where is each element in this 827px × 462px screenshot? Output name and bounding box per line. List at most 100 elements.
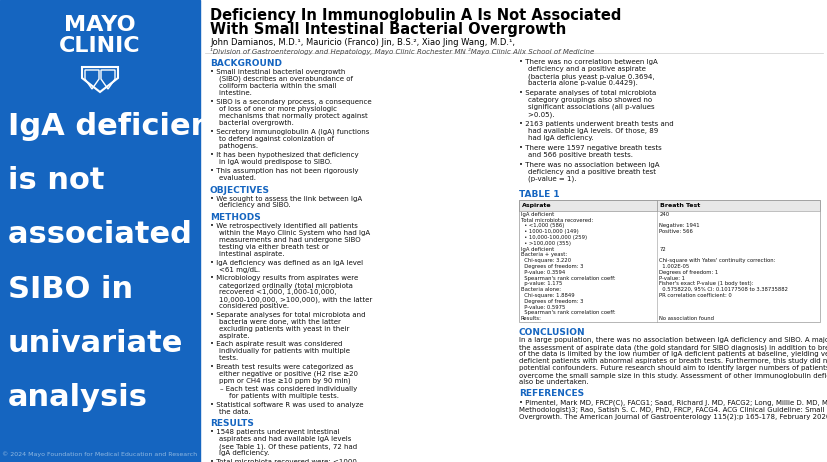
Text: • 10,000-100,000 (259): • 10,000-100,000 (259) [520, 235, 586, 240]
Text: In a large population, there was no association between IgA deficiency and SIBO.: In a large population, there was no asso… [519, 337, 827, 343]
Text: • Statistical software R was used to analyze: • Statistical software R was used to ana… [210, 402, 363, 408]
Text: Results:: Results: [520, 316, 541, 321]
Text: testing via either breath test or: testing via either breath test or [210, 244, 328, 250]
Text: • This assumption has not been rigorously: • This assumption has not been rigorousl… [210, 168, 358, 174]
Text: mechanisms that normally protect against: mechanisms that normally protect against [210, 113, 367, 119]
Text: Bacteria + yeast:: Bacteria + yeast: [520, 252, 566, 257]
Text: CONCLUSION: CONCLUSION [519, 328, 585, 337]
Text: deficiency and a positive breath test: deficiency and a positive breath test [519, 169, 655, 175]
Text: univariate: univariate [8, 328, 183, 358]
Text: With Small Intestinal Bacterial Overgrowth: With Small Intestinal Bacterial Overgrow… [210, 22, 566, 37]
Text: Spearman's rank correlation coeff:: Spearman's rank correlation coeff: [520, 276, 615, 280]
Text: • 1000-10,000 (149): • 1000-10,000 (149) [520, 229, 578, 234]
Text: >0.05).: >0.05). [519, 111, 554, 117]
Text: potential confounders. Future research should aim to identify larger numbers of : potential confounders. Future research s… [519, 365, 827, 371]
Text: • Pimentel, Mark MD, FRCP(C), FACG1; Saad, Richard J. MD, FACG2; Long, Millie D.: • Pimentel, Mark MD, FRCP(C), FACG1; Saa… [519, 399, 827, 406]
Text: Degrees of freedom: 3: Degrees of freedom: 3 [520, 299, 583, 304]
Text: bacteria were done, with the latter: bacteria were done, with the latter [210, 319, 341, 325]
Text: © 2024 Mayo Foundation for Medical Education and Research: © 2024 Mayo Foundation for Medical Educa… [2, 451, 198, 457]
Text: 72: 72 [658, 247, 666, 252]
Bar [519, 201, 657, 212]
Text: had IgA deficiency.: had IgA deficiency. [519, 135, 593, 141]
Text: (bacteria plus yeast p-value 0.3694,: (bacteria plus yeast p-value 0.3694, [519, 73, 654, 79]
Text: • <1,000 (586): • <1,000 (586) [520, 224, 564, 228]
Text: • There were 1597 negative breath tests: • There were 1597 negative breath tests [519, 145, 661, 151]
Text: for patients with multiple tests.: for patients with multiple tests. [220, 393, 338, 399]
Text: overcome the small sample size in this study. Assessment of other immunoglobulin: overcome the small sample size in this s… [519, 372, 827, 379]
Text: TABLE 1: TABLE 1 [519, 190, 559, 199]
Text: CLINIC: CLINIC [59, 36, 141, 56]
Text: analysis: analysis [8, 383, 148, 412]
Text: • Secretory immunoglobulin A (IgA) functions: • Secretory immunoglobulin A (IgA) funct… [210, 129, 369, 135]
Text: (SIBO) describes an overabundance of: (SIBO) describes an overabundance of [210, 76, 352, 82]
Text: P-value: 0.5975: P-value: 0.5975 [520, 304, 565, 310]
Text: also be undertaken.: also be undertaken. [519, 379, 588, 385]
Text: RESULTS: RESULTS [210, 419, 254, 428]
Text: recovered <1,000, 1,000-10,000,: recovered <1,000, 1,000-10,000, [210, 289, 336, 295]
Text: aspirates and had available IgA levels: aspirates and had available IgA levels [210, 436, 351, 442]
Text: Deficiency In Immunoglobulin A Is Not Associated: Deficiency In Immunoglobulin A Is Not As… [210, 8, 620, 23]
Text: • >100,000 (355): • >100,000 (355) [520, 241, 571, 246]
Text: Degrees of freedom: 1: Degrees of freedom: 1 [658, 270, 718, 275]
Text: P-value: 0.3594: P-value: 0.3594 [520, 270, 565, 275]
Bar [0, 0, 200, 462]
Text: BACKGROUND: BACKGROUND [210, 59, 282, 68]
Text: IgA deficient: IgA deficient [520, 212, 553, 217]
Text: <61 mg/dL.: <61 mg/dL. [210, 267, 260, 273]
Text: intestinal aspirate.: intestinal aspirate. [210, 251, 284, 257]
Text: in IgA would predispose to SIBO.: in IgA would predispose to SIBO. [210, 159, 332, 165]
Text: Breath Test: Breath Test [660, 203, 700, 208]
Text: category groupings also showed no: category groupings also showed no [519, 97, 652, 103]
Text: • Breath test results were categorized as: • Breath test results were categorized a… [210, 364, 353, 370]
Text: intestine.: intestine. [210, 90, 251, 96]
Text: measurements and had undergone SIBO: measurements and had undergone SIBO [210, 237, 361, 243]
Bar [519, 201, 819, 212]
Text: IgA deficiency.: IgA deficiency. [210, 450, 269, 456]
Text: IgA deficient: IgA deficient [520, 247, 553, 252]
Text: • We sought to assess the link between IgA: • We sought to assess the link between I… [210, 195, 361, 201]
Text: • SIBO is a secondary process, a consequence: • SIBO is a secondary process, a consequ… [210, 99, 371, 105]
Text: • It has been hypothesized that deficiency: • It has been hypothesized that deficien… [210, 152, 358, 158]
Text: MAYO: MAYO [65, 15, 136, 35]
Text: • We retrospectively identified all patients: • We retrospectively identified all pati… [210, 223, 357, 229]
Text: considered positive.: considered positive. [210, 303, 289, 309]
Text: categorized ordinally (total microbiota: categorized ordinally (total microbiota [210, 282, 352, 289]
Text: METHODS: METHODS [210, 213, 261, 223]
Text: 0.5758220, 95% CI: 0.10177508 to 3.38735882: 0.5758220, 95% CI: 0.10177508 to 3.38735… [658, 287, 787, 292]
Text: • There was no association between IgA: • There was no association between IgA [519, 162, 658, 168]
Text: John Damianos, M.D.¹, Mauricio (Franco) Jin, B.S.², Xiao Jing Wang, M.D.¹,: John Damianos, M.D.¹, Mauricio (Franco) … [210, 38, 514, 47]
Text: • Separate analyses of total microbiota: • Separate analyses of total microbiota [519, 90, 656, 96]
Text: tests.: tests. [210, 355, 238, 361]
Text: 1.002E-05: 1.002E-05 [658, 264, 689, 269]
Text: – Each test was considered individually: – Each test was considered individually [220, 386, 356, 392]
Text: (p-value = 1).: (p-value = 1). [519, 176, 576, 182]
Text: REFERENCES: REFERENCES [519, 389, 583, 398]
Text: Negative: 1941: Negative: 1941 [658, 224, 700, 228]
Text: Positive: 566: Positive: 566 [658, 229, 692, 234]
Text: Bacteria alone:: Bacteria alone: [520, 287, 561, 292]
Text: • 1548 patients underwent intestinal: • 1548 patients underwent intestinal [210, 429, 339, 435]
Text: PR correlation coefficient: 0: PR correlation coefficient: 0 [658, 293, 731, 298]
Text: evaluated.: evaluated. [210, 175, 256, 181]
Text: P-value: 1: P-value: 1 [658, 276, 685, 280]
Text: individually for patients with multiple: individually for patients with multiple [210, 348, 350, 354]
Bar [519, 201, 819, 322]
Text: No association found: No association found [658, 316, 714, 321]
Text: ¹Division of Gastroenterology and Hepatology, Mayo Clinic Rochester MN ²Mayo Cli: ¹Division of Gastroenterology and Hepato… [210, 48, 594, 55]
Text: (see Table 1). Of these patients, 72 had: (see Table 1). Of these patients, 72 had [210, 443, 356, 450]
Text: the data.: the data. [210, 409, 251, 415]
Text: • IgA deficiency was defined as an IgA level: • IgA deficiency was defined as an IgA l… [210, 260, 363, 266]
Text: SIBO in: SIBO in [8, 274, 133, 304]
Text: and 566 positive breath tests.: and 566 positive breath tests. [519, 152, 632, 158]
Text: aspirate.: aspirate. [210, 333, 249, 339]
Text: Spearman's rank correlation coeff:: Spearman's rank correlation coeff: [520, 310, 615, 316]
Text: pathogens.: pathogens. [210, 143, 258, 149]
Text: excluding patients with yeast in their: excluding patients with yeast in their [210, 326, 349, 332]
Text: bacteria alone p-value 0.4429).: bacteria alone p-value 0.4429). [519, 80, 637, 86]
Text: • Small intestinal bacterial overgrowth: • Small intestinal bacterial overgrowth [210, 69, 345, 75]
Text: IgA deficiency: IgA deficiency [8, 112, 250, 141]
Text: OBJECTIVES: OBJECTIVES [210, 186, 270, 195]
Text: p-value: 1.175: p-value: 1.175 [520, 281, 562, 286]
Text: coliform bacteria within the small: coliform bacteria within the small [210, 83, 337, 89]
Text: • There was no correlation between IgA: • There was no correlation between IgA [519, 59, 657, 65]
